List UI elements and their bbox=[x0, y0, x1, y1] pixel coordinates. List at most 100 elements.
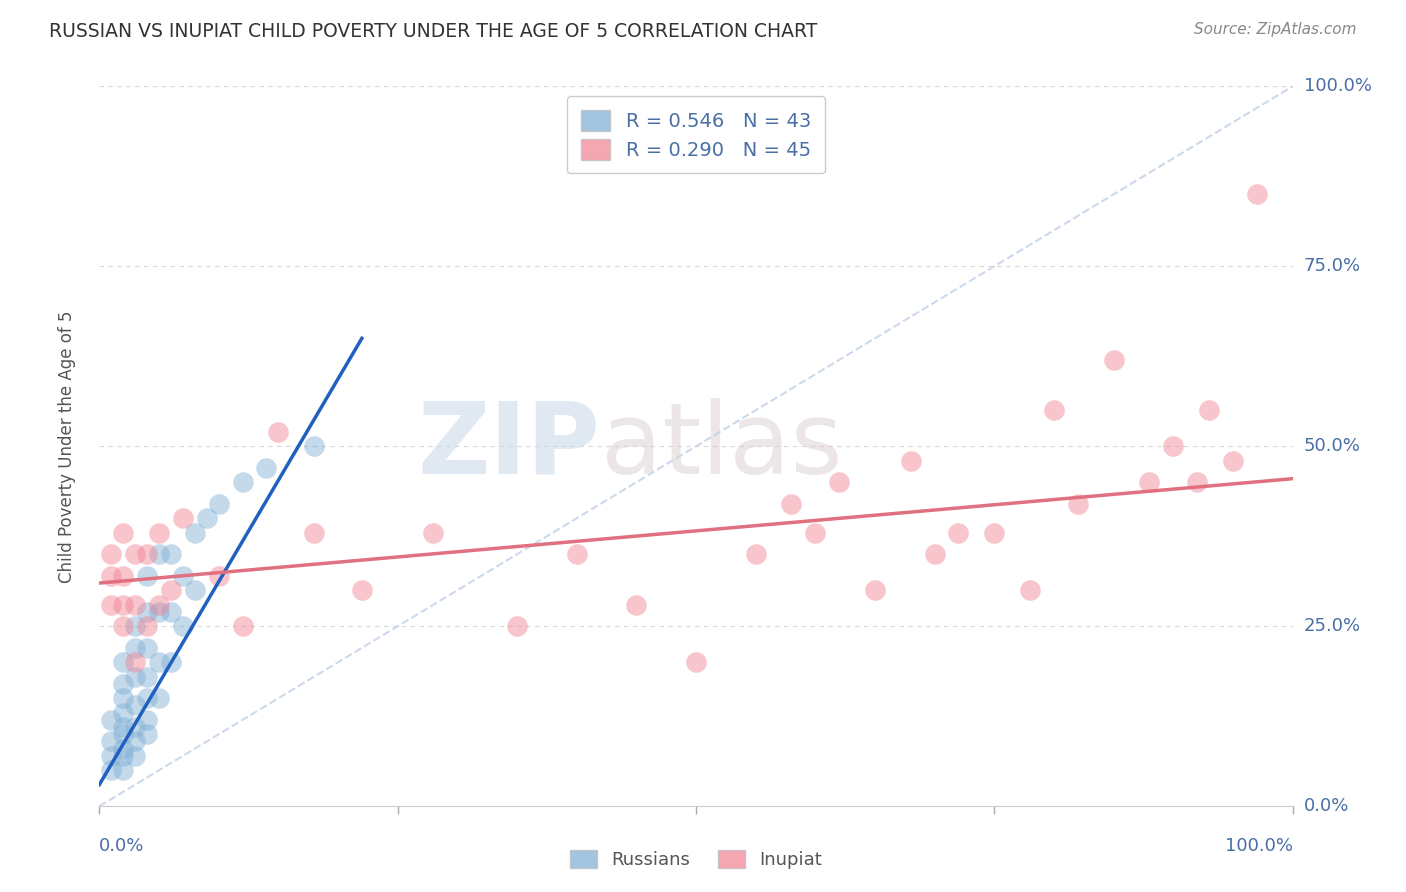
Point bbox=[112, 763, 135, 777]
Point bbox=[112, 619, 135, 633]
Point bbox=[172, 511, 194, 525]
Point bbox=[1137, 475, 1160, 490]
Legend: Russians, Inupiat: Russians, Inupiat bbox=[555, 835, 837, 884]
Text: Source: ZipAtlas.com: Source: ZipAtlas.com bbox=[1194, 22, 1357, 37]
Point bbox=[1043, 403, 1066, 417]
Point bbox=[506, 619, 529, 633]
Point bbox=[124, 655, 146, 669]
Point bbox=[1161, 439, 1184, 453]
Point bbox=[685, 655, 707, 669]
Point bbox=[900, 453, 922, 467]
Point bbox=[148, 605, 170, 619]
Text: ZIP: ZIP bbox=[418, 398, 600, 495]
Point bbox=[100, 713, 122, 727]
Point bbox=[302, 439, 325, 453]
Point bbox=[112, 655, 135, 669]
Point bbox=[863, 583, 886, 598]
Point bbox=[100, 598, 122, 612]
Point bbox=[112, 677, 135, 691]
Point bbox=[100, 569, 122, 583]
Point bbox=[1102, 352, 1125, 367]
Point bbox=[112, 720, 135, 734]
Point bbox=[136, 640, 159, 655]
Point bbox=[1198, 403, 1220, 417]
Point bbox=[148, 655, 170, 669]
Point bbox=[148, 525, 170, 540]
Point bbox=[136, 547, 159, 561]
Point bbox=[302, 525, 325, 540]
Point bbox=[112, 727, 135, 741]
Point bbox=[744, 547, 766, 561]
Text: 50.0%: 50.0% bbox=[1303, 437, 1361, 455]
Y-axis label: Child Poverty Under the Age of 5: Child Poverty Under the Age of 5 bbox=[58, 310, 76, 582]
Point bbox=[924, 547, 946, 561]
Text: 100.0%: 100.0% bbox=[1225, 837, 1292, 855]
Point bbox=[1222, 453, 1244, 467]
Point bbox=[112, 691, 135, 706]
Point bbox=[1246, 187, 1268, 202]
Point bbox=[267, 425, 290, 439]
Point bbox=[160, 605, 183, 619]
Point bbox=[112, 598, 135, 612]
Point bbox=[160, 583, 183, 598]
Point bbox=[124, 734, 146, 748]
Point bbox=[100, 734, 122, 748]
Point bbox=[983, 525, 1005, 540]
Point bbox=[804, 525, 827, 540]
Point bbox=[112, 525, 135, 540]
Point bbox=[172, 569, 194, 583]
Point bbox=[100, 748, 122, 763]
Text: 0.0%: 0.0% bbox=[1303, 797, 1350, 815]
Point bbox=[828, 475, 851, 490]
Point bbox=[100, 547, 122, 561]
Point bbox=[232, 475, 254, 490]
Point bbox=[112, 706, 135, 720]
Point bbox=[112, 569, 135, 583]
Point bbox=[124, 547, 146, 561]
Point bbox=[124, 720, 146, 734]
Point bbox=[184, 583, 207, 598]
Point bbox=[208, 569, 231, 583]
Point bbox=[565, 547, 588, 561]
Point bbox=[124, 748, 146, 763]
Point bbox=[350, 583, 373, 598]
Point bbox=[136, 569, 159, 583]
Point bbox=[184, 525, 207, 540]
Point bbox=[124, 619, 146, 633]
Point bbox=[1067, 497, 1090, 511]
Point bbox=[948, 525, 970, 540]
Point bbox=[136, 619, 159, 633]
Text: RUSSIAN VS INUPIAT CHILD POVERTY UNDER THE AGE OF 5 CORRELATION CHART: RUSSIAN VS INUPIAT CHILD POVERTY UNDER T… bbox=[49, 22, 817, 41]
Point bbox=[148, 547, 170, 561]
Point bbox=[254, 461, 277, 475]
Text: atlas: atlas bbox=[600, 398, 842, 495]
Point bbox=[124, 698, 146, 713]
Point bbox=[172, 619, 194, 633]
Point bbox=[626, 598, 648, 612]
Text: 100.0%: 100.0% bbox=[1303, 78, 1372, 95]
Point bbox=[124, 670, 146, 684]
Point bbox=[195, 511, 218, 525]
Text: 75.0%: 75.0% bbox=[1303, 257, 1361, 276]
Point bbox=[100, 763, 122, 777]
Point bbox=[136, 670, 159, 684]
Point bbox=[136, 691, 159, 706]
Point bbox=[208, 497, 231, 511]
Point bbox=[422, 525, 444, 540]
Point bbox=[112, 741, 135, 756]
Point bbox=[148, 598, 170, 612]
Text: 0.0%: 0.0% bbox=[100, 837, 145, 855]
Point bbox=[136, 713, 159, 727]
Point bbox=[780, 497, 803, 511]
Point bbox=[1185, 475, 1208, 490]
Point bbox=[124, 640, 146, 655]
Point bbox=[160, 655, 183, 669]
Point bbox=[112, 748, 135, 763]
Point bbox=[232, 619, 254, 633]
Point bbox=[160, 547, 183, 561]
Point bbox=[136, 727, 159, 741]
Point bbox=[1019, 583, 1042, 598]
Point bbox=[148, 691, 170, 706]
Point bbox=[136, 605, 159, 619]
Text: 25.0%: 25.0% bbox=[1303, 617, 1361, 635]
